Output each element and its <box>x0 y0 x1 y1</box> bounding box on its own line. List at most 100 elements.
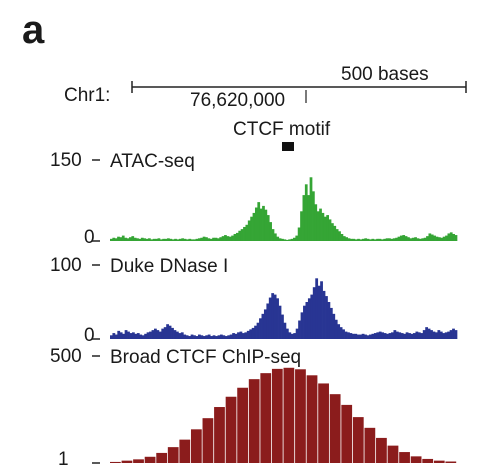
atac-signal-bar <box>373 239 377 241</box>
atac-signal-bar <box>121 235 125 241</box>
dnase-signal-bar <box>288 332 292 339</box>
atac-signal-bar <box>157 238 161 241</box>
atac-signal-bar <box>430 234 434 241</box>
dnase-signal-bar <box>175 331 179 339</box>
dnase-signal-bar <box>210 336 213 339</box>
dnase-signal-bar <box>420 333 424 339</box>
dnase-signal-bar <box>378 331 382 339</box>
atac-signal-bar <box>235 232 239 241</box>
atac-signal-bar <box>159 239 163 241</box>
dnase-signal-bar <box>293 333 297 339</box>
dnase-signal-bar <box>403 333 407 339</box>
dnase-signal-bar <box>381 332 385 339</box>
atac-signal-bar <box>321 212 325 241</box>
dnase-signal-bar <box>391 332 394 339</box>
atac-signal-bar <box>283 239 287 241</box>
dnase-ytick-max: 100 <box>50 255 82 276</box>
atac-signal-bar <box>202 236 206 241</box>
dnase-signal-bar <box>114 334 118 339</box>
dnase-signal-bar <box>366 335 370 339</box>
atac-signal-bar <box>200 237 204 241</box>
dnase-signal-bar <box>290 333 294 339</box>
atac-signal-bar <box>354 239 358 241</box>
dnase-signal-bar <box>168 325 172 339</box>
dnase-signal-bar <box>347 332 350 339</box>
atac-signal-bar <box>212 237 215 241</box>
atac-signal-bar <box>312 191 315 241</box>
atac-signal-bar <box>361 238 365 241</box>
dnase-signal-bar <box>273 294 277 339</box>
atac-signal-bar <box>285 239 289 241</box>
atac-signal-bar <box>167 238 170 241</box>
atac-signal-bar <box>124 237 127 241</box>
dnase-signal-bar <box>229 334 233 339</box>
atac-signal-bar <box>281 238 284 241</box>
dnase-signal-bar <box>197 334 201 339</box>
dnase-signal-bar <box>427 328 431 339</box>
atac-signal-bar <box>371 238 375 241</box>
atac-signal-bar <box>110 238 113 241</box>
dnase-signal-bar <box>339 327 343 339</box>
chip-signal-bar <box>190 429 202 463</box>
dnase-signal-bar <box>329 307 333 339</box>
atac-signal-bar <box>243 226 246 241</box>
dnase-signal-bar <box>400 333 404 339</box>
dnase-signal-bar <box>320 281 323 339</box>
dnase-signal-bar <box>298 320 301 339</box>
dnase-signal-bar <box>361 333 365 339</box>
atac-signal-bar <box>297 227 301 241</box>
dnase-signal-bar <box>112 333 116 339</box>
chip-signal-bar <box>329 394 341 463</box>
chip-track: 500 1 Broad CTCF ChIP-seq <box>50 346 457 465</box>
dnase-signal-bar <box>430 330 433 339</box>
atac-signal-bar <box>433 235 436 241</box>
chip-signal-bar <box>121 460 133 463</box>
dnase-signal-bar <box>408 333 411 339</box>
dnase-signal-bar <box>254 325 257 339</box>
atac-signal-bar <box>150 239 154 241</box>
dnase-signal-bar <box>386 333 389 339</box>
dnase-signal-bar <box>425 327 429 339</box>
atac-signal-bar <box>407 237 410 241</box>
atac-signal-bar <box>278 238 282 241</box>
atac-signal-bar <box>335 229 339 241</box>
chip-track-title: Broad CTCF ChIP-seq <box>110 347 301 368</box>
dnase-signal-bar <box>332 313 336 339</box>
dnase-signal-bar <box>369 334 372 339</box>
atac-signal-bar <box>395 237 398 241</box>
dnase-signal-bar <box>251 327 255 339</box>
atac-signal-bar <box>435 236 439 241</box>
atac-signal-bar <box>264 209 268 241</box>
atac-signal-bar <box>302 195 306 241</box>
dnase-signal-bar <box>249 329 253 339</box>
chip-signal-bar <box>248 379 260 463</box>
atac-signal-bar <box>233 233 237 241</box>
dnase-signal-bar <box>183 334 187 339</box>
atac-signal-bar <box>112 237 116 241</box>
atac-signal-bar <box>350 238 353 241</box>
atac-track: 150 0 ATAC-seq <box>50 150 458 248</box>
dnase-signal-bar <box>256 322 260 339</box>
dnase-signal-bar <box>193 335 196 339</box>
atac-signal-bar <box>369 239 372 241</box>
dnase-signal-bar <box>119 332 123 339</box>
atac-signal-bar <box>224 235 227 241</box>
dnase-signal-bar <box>413 333 416 339</box>
dnase-signal-bar <box>317 285 321 339</box>
dnase-signal-bar <box>151 330 155 339</box>
dnase-signal-bar <box>232 333 235 339</box>
dnase-signal-bar <box>452 328 455 339</box>
atac-signal-bar <box>143 238 146 241</box>
atac-signal-bar <box>309 177 313 241</box>
dnase-signal-bar <box>122 333 126 339</box>
dnase-signal-bar <box>376 332 380 339</box>
atac-signal-bar <box>295 235 299 241</box>
dnase-signal-bar <box>222 335 226 339</box>
dnase-signal-bar <box>281 314 284 339</box>
atac-signal-bar <box>314 204 318 241</box>
chip-signal-bar <box>364 427 376 463</box>
dnase-signal-bar <box>344 331 348 339</box>
atac-signal-bar <box>145 238 149 241</box>
atac-signal-bar <box>117 236 120 241</box>
dnase-signal-bar <box>202 336 206 339</box>
